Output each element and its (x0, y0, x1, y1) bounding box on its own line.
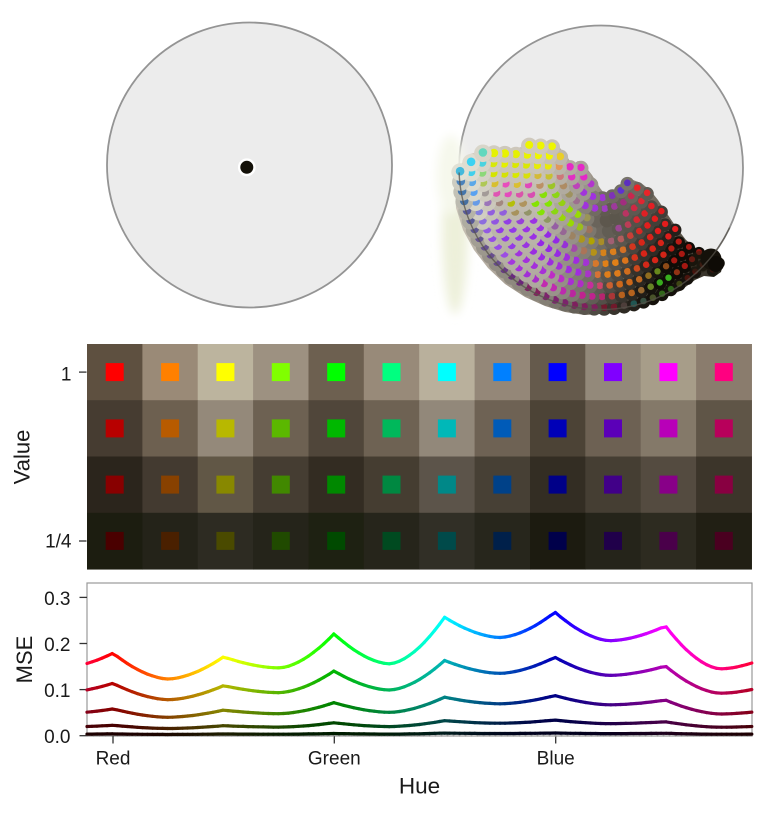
svg-text:Blue: Blue (537, 749, 575, 770)
svg-text:Hue: Hue (399, 774, 440, 799)
svg-text:Green: Green (308, 749, 361, 770)
svg-text:MSE: MSE (12, 636, 37, 684)
svg-text:1: 1 (61, 365, 72, 386)
svg-text:0.2: 0.2 (44, 635, 70, 656)
svg-text:0.3: 0.3 (44, 589, 70, 610)
svg-text:0.1: 0.1 (44, 681, 70, 702)
svg-text:1/4: 1/4 (45, 532, 72, 553)
svg-text:Red: Red (96, 749, 131, 770)
svg-text:Value: Value (10, 430, 35, 485)
svg-text:0.0: 0.0 (44, 727, 70, 748)
